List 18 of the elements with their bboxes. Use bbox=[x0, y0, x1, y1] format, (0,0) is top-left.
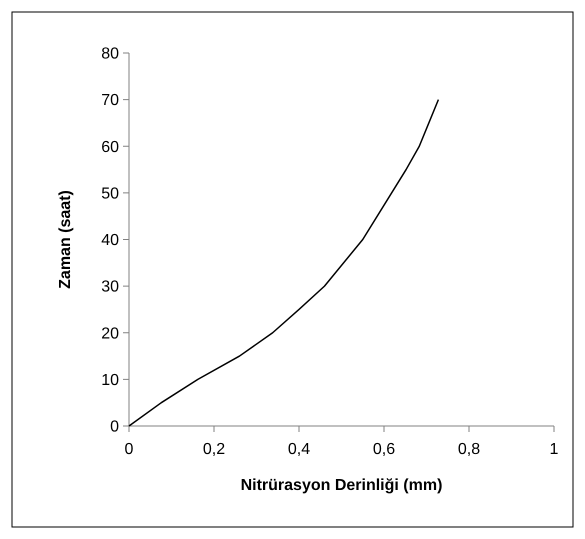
y-tick-label: 40 bbox=[101, 232, 120, 250]
x-tick-label: 0 bbox=[124, 441, 134, 458]
y-tick-label: 70 bbox=[101, 92, 120, 110]
x-axis-title: Nitrürasyon Derinliği (mm) bbox=[240, 477, 442, 494]
y-tick-label: 80 bbox=[101, 46, 120, 63]
y-tick-label: 30 bbox=[101, 278, 120, 296]
line-series bbox=[128, 98, 440, 427]
y-tick-label: 0 bbox=[110, 418, 120, 436]
x-tick-label: 1 bbox=[550, 441, 559, 458]
y-tick-label: 50 bbox=[101, 185, 120, 202]
x-tick-label: 0,8 bbox=[458, 441, 480, 458]
y-tick-label: 20 bbox=[101, 325, 120, 342]
y-axis-title: Zaman (saat) bbox=[57, 190, 74, 289]
x-tick-label: 0,4 bbox=[288, 441, 310, 458]
x-tick-label: 0,6 bbox=[372, 441, 396, 458]
y-tick-label: 10 bbox=[101, 372, 120, 389]
x-tick-label: 0,2 bbox=[202, 441, 226, 458]
y-tick-label: 60 bbox=[101, 138, 120, 156]
